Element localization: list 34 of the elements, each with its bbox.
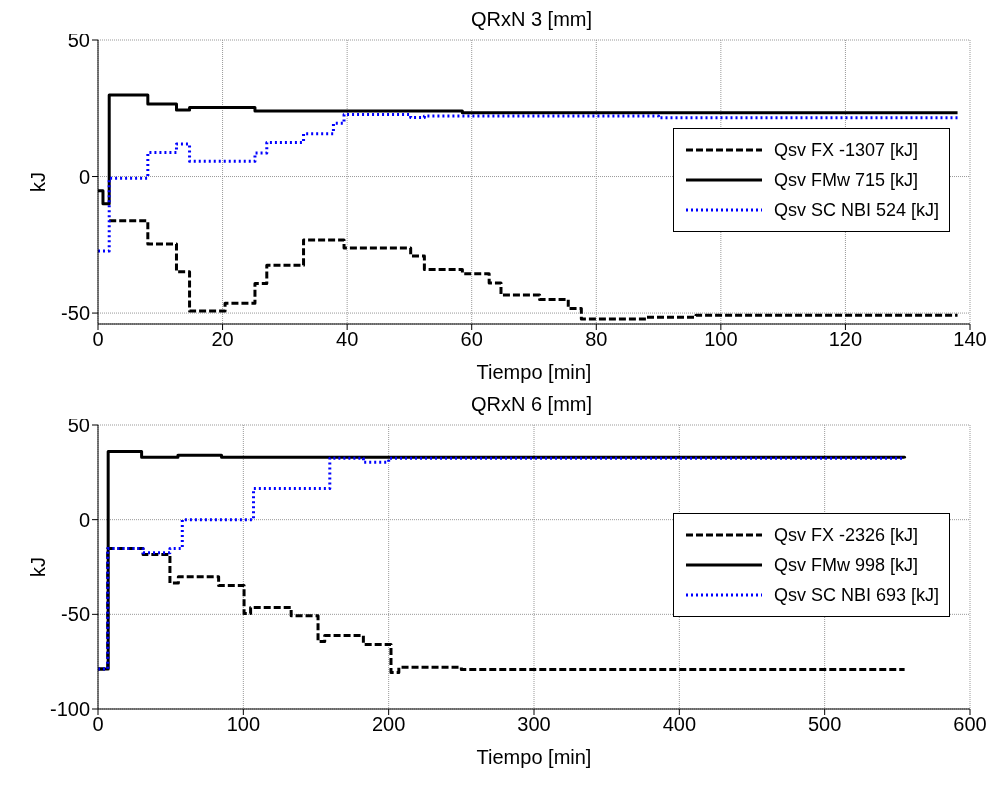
x-tick-label: 600 xyxy=(953,713,987,736)
x-tick-label: 100 xyxy=(226,713,261,736)
legend-label: Qsv SC NBI 693 [kJ] xyxy=(773,584,939,606)
chart-title: QRxN 3 [mm] xyxy=(470,8,593,30)
x-tick-label: 0 xyxy=(92,328,104,351)
y-tick-label: 0 xyxy=(78,165,90,188)
legend-label: Qsv FMw 715 [kJ] xyxy=(773,169,918,191)
y-tick-label: 50 xyxy=(67,29,90,52)
x-tick-label: 120 xyxy=(828,328,863,351)
x-tick-label: 20 xyxy=(211,328,234,351)
legend-label: Qsv FX -2326 [kJ] xyxy=(773,524,918,546)
x-tick-label: 80 xyxy=(585,328,608,351)
legend-label: Qsv SC NBI 524 [kJ] xyxy=(773,199,939,221)
x-tick-label: 400 xyxy=(662,713,697,736)
legend-label: Qsv FMw 998 [kJ] xyxy=(773,554,918,576)
x-tick-label: 0 xyxy=(92,713,104,736)
chart-title: QRxN 6 [mm] xyxy=(470,393,593,415)
x-tick-label: 140 xyxy=(953,328,987,351)
y-tick-label: -50 xyxy=(61,603,90,626)
x-tick-label: 500 xyxy=(807,713,842,736)
x-tick-label: 300 xyxy=(517,713,551,736)
y-tick-label: -50 xyxy=(61,302,90,325)
x-tick-label: 40 xyxy=(336,328,359,351)
y-axis-title: kJ xyxy=(27,557,50,577)
legend-label: Qsv FX -1307 [kJ] xyxy=(773,139,918,161)
y-tick-label: -100 xyxy=(49,698,90,721)
x-tick-label: 100 xyxy=(704,328,738,351)
x-tick-label: 60 xyxy=(460,328,483,351)
x-axis-title: Tiempo [min] xyxy=(476,361,592,383)
x-axis-title: Tiempo [min] xyxy=(476,746,592,768)
y-tick-label: 50 xyxy=(67,414,90,437)
y-axis-title: kJ xyxy=(27,172,50,192)
x-tick-label: 200 xyxy=(371,713,406,736)
y-tick-label: 0 xyxy=(78,508,90,531)
